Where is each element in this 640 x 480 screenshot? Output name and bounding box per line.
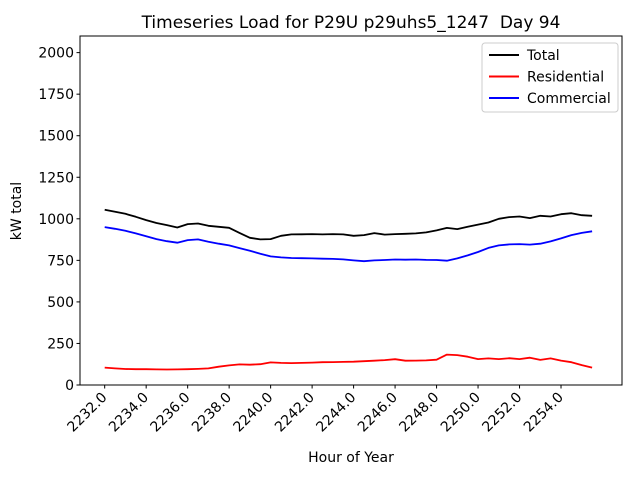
x-tick-label: 2248.0 — [396, 390, 442, 436]
y-tick-label: 750 — [47, 253, 74, 269]
x-tick-label: 2236.0 — [148, 390, 194, 436]
y-axis-label: kW total — [9, 181, 25, 241]
y-tick-label: 1750 — [38, 87, 74, 103]
series-line-total — [104, 208, 593, 241]
chart-title: Timeseries Load for P29U p29uhs5_1247 Da… — [141, 13, 561, 33]
x-axis-label: Hour of Year — [308, 450, 394, 466]
y-tick-label: 1000 — [38, 212, 74, 228]
y-tick-label: 2000 — [38, 46, 74, 62]
legend-box — [481, 42, 619, 113]
plot-frame — [79, 35, 623, 386]
x-tick-label: 2240.0 — [230, 390, 276, 436]
series-line-residential — [104, 353, 593, 371]
x-tick-label: 2234.0 — [106, 390, 152, 436]
y-tick-label: 500 — [47, 295, 74, 311]
series-line-commercial — [104, 226, 593, 263]
y-tick-label: 1500 — [38, 129, 74, 145]
x-tick-label: 2238.0 — [189, 390, 235, 436]
y-tick-label: 1250 — [38, 170, 74, 186]
x-tick-label: 2244.0 — [313, 390, 359, 436]
x-tick-label: 2242.0 — [272, 390, 318, 436]
x-tick-label: 2252.0 — [479, 390, 525, 436]
x-tick-label: 2232.0 — [65, 390, 111, 436]
y-tick-label: 250 — [47, 336, 74, 352]
x-tick-label: 2246.0 — [355, 390, 401, 436]
legend-label-commercial: Commercial — [527, 91, 611, 107]
y-tick-label: 0 — [65, 378, 74, 394]
x-tick-label: 2254.0 — [521, 390, 567, 436]
x-tick-label: 2250.0 — [438, 390, 484, 436]
legend-label-residential: Residential — [527, 70, 604, 86]
legend-label-total: Total — [526, 48, 560, 64]
